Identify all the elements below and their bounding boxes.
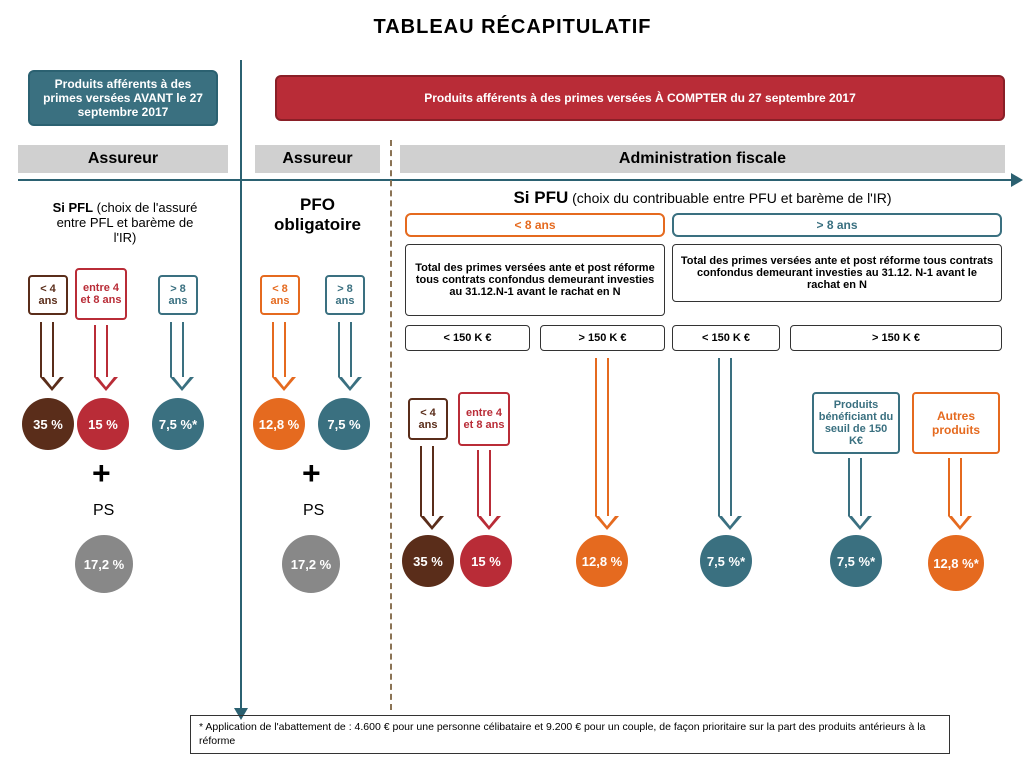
box-lt8-mid: < 8 ans: [260, 275, 300, 315]
info-total-primes-2: Total des primes versées ante et post ré…: [672, 244, 1002, 302]
arrow-lt8-mid: [272, 322, 296, 391]
box-lt8-right: < 8 ans: [405, 213, 665, 237]
circle-172-mid: 17,2 %: [282, 535, 340, 593]
info-total-primes-1: Total des primes versées ante et post ré…: [405, 244, 665, 316]
footnote: * Application de l'abattement de : 4.600…: [190, 715, 950, 754]
circle-75s-left: 7,5 %*: [152, 398, 204, 450]
box-gt150-r: > 150 K €: [790, 325, 1002, 351]
circle-128-r1: 12,8 %: [576, 535, 628, 587]
arrow-lt150-r: [718, 358, 742, 530]
colband-assureur-left: Assureur: [18, 145, 228, 173]
box-gt8-left: > 8 ans: [158, 275, 198, 315]
box-lt4-r: < 4 ans: [408, 398, 448, 440]
colband-assureur-mid: Assureur: [255, 145, 380, 173]
circle-172-left: 17,2 %: [75, 535, 133, 593]
box-prod-benef: Produits bénéficiant du seuil de 150 K€: [812, 392, 900, 454]
pfu-label: Si PFU (choix du contribuable entre PFU …: [400, 188, 1005, 208]
box-b48-left: entre 4 et 8 ans: [75, 268, 127, 320]
arrow-b48-left: [94, 325, 118, 391]
arrow-b48-r: [477, 450, 501, 530]
arrow-prod-benef: [848, 458, 872, 530]
circle-35-left: 35 %: [22, 398, 74, 450]
box-gt8-right: > 8 ans: [672, 213, 1002, 237]
arrow-lt4-left: [40, 322, 64, 391]
circle-35-r: 35 %: [402, 535, 454, 587]
arrow-gt8-mid: [338, 322, 362, 391]
circle-15-left: 15 %: [77, 398, 129, 450]
circle-75s-r: 7,5 %*: [700, 535, 752, 587]
pfo-label: PFO obligatoire: [255, 195, 380, 235]
dashed-divider: [390, 140, 392, 710]
circle-75-mid: 7,5 %: [318, 398, 370, 450]
header-right-box: Produits afférents à des primes versées …: [275, 75, 1005, 121]
arrow-gt8-left: [170, 322, 194, 391]
axis-horizontal: [18, 179, 1013, 181]
box-autres: Autres produits: [912, 392, 1000, 454]
pfl-label: Si PFL (choix de l'assuré entre PFL et b…: [45, 200, 205, 245]
ps-left: PS: [93, 502, 114, 520]
circle-15-r: 15 %: [460, 535, 512, 587]
axis-h-arrow: [1011, 173, 1023, 187]
box-gt150-l: > 150 K €: [540, 325, 665, 351]
circle-128-mid: 12,8 %: [253, 398, 305, 450]
header-left-box: Produits afférents à des primes versées …: [28, 70, 218, 126]
plus-left: +: [92, 455, 111, 492]
arrow-lt4-r: [420, 446, 444, 530]
box-lt150-l: < 150 K €: [405, 325, 530, 351]
arrow-autres: [948, 458, 972, 530]
plus-mid: +: [302, 455, 321, 492]
axis-vertical: [240, 60, 242, 710]
ps-mid: PS: [303, 502, 324, 520]
page-title: TABLEAU RÉCAPITULATIF: [0, 0, 1025, 49]
circle-128s-r: 12,8 %*: [928, 535, 984, 591]
box-b48-r: entre 4 et 8 ans: [458, 392, 510, 446]
colband-admin-fiscale: Administration fiscale: [400, 145, 1005, 173]
box-lt4-left: < 4 ans: [28, 275, 68, 315]
circle-75s-r2: 7,5 %*: [830, 535, 882, 587]
arrow-gt150-l: [595, 358, 619, 530]
box-lt150-r: < 150 K €: [672, 325, 780, 351]
box-gt8-mid: > 8 ans: [325, 275, 365, 315]
